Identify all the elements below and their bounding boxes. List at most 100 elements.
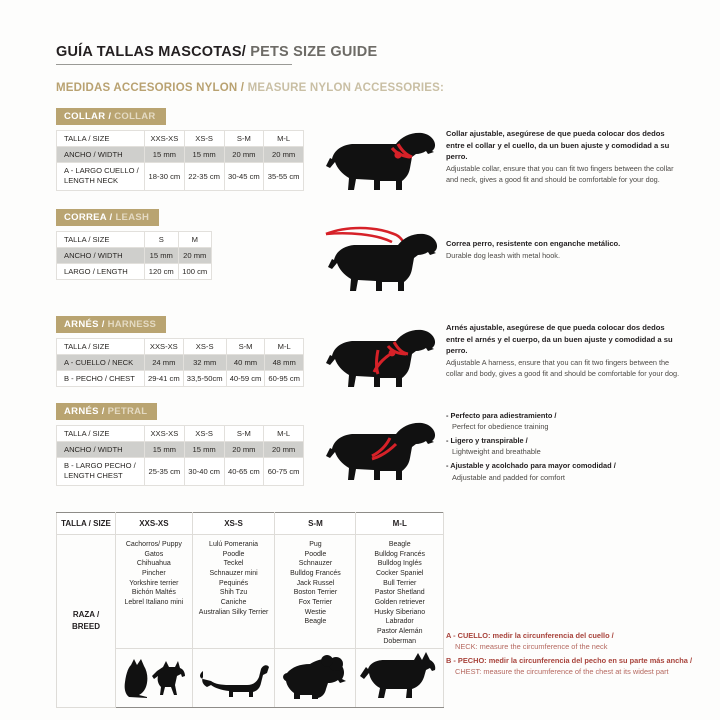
breed-name: Lebrel Italiano mini — [124, 598, 184, 606]
cell-value: 35-55 cm — [263, 162, 304, 191]
note-neck-en: NECK: measure the circumference of the n… — [455, 642, 608, 652]
breed-name: Beagle — [304, 618, 327, 626]
cell-value: 32 mm — [182, 354, 227, 371]
description-leash-en: Durable dog leash with metal hook. — [446, 250, 560, 260]
dachshund-icon — [199, 665, 269, 698]
breed-name: Bulldog Francés — [374, 550, 426, 558]
breed-name: Boston Terrier — [293, 589, 338, 597]
breed-name: Bull Terrier — [383, 579, 417, 587]
table-row: TALLA / SIZE XXS-XS XS-S S-M M-L — [56, 130, 304, 147]
breed-name: Australian Silky Terrier — [198, 608, 269, 616]
cell-value: 40-65 cm — [223, 457, 265, 486]
bullet-es: - Perfecto para adiestramiento / — [446, 411, 557, 420]
cell-value: 33,5-50cm — [182, 370, 227, 387]
breed-size-header: XXS-XS — [115, 512, 193, 535]
bullet-es: - Ajustable y acolchado para mayor comod… — [446, 461, 616, 471]
breed-name: Lulú Pomerania — [209, 541, 259, 548]
description-leash-es: Correa perro, resistente con enganche me… — [446, 239, 621, 248]
cell-value: 15 mm — [183, 441, 225, 458]
cell-label: A - LARGO CUELLO / LENGTH NECK — [56, 162, 145, 191]
page-title: GUÍA TALLAS MASCOTAS/ PETS SIZE GUIDE — [56, 44, 377, 65]
cell-value: 60-75 cm — [263, 457, 304, 486]
cell-value: M-L — [264, 338, 304, 355]
cell-value: XS-S — [183, 425, 225, 442]
breed-size-header: S-M — [274, 512, 357, 535]
cell-value: 30-40 cm — [183, 457, 225, 486]
breed-name: Pincher — [141, 569, 166, 577]
description-collar-es: Collar ajustable, asegúrese de que pueda… — [446, 129, 670, 162]
table-harness: TALLA / SIZE XXS-XS XS-S S-M M-L A - CUE… — [56, 338, 304, 387]
breed-list-xs-s: Lulú Pomerania Poodle Teckel Schnauzer m… — [191, 533, 276, 650]
page-subtitle: MEDIDAS ACCESORIOS NYLON / MEASURE NYLON… — [56, 82, 444, 94]
page-title-en: PETS SIZE GUIDE — [250, 44, 378, 60]
cell-value: 24 mm — [144, 354, 184, 371]
cell-value: 48 mm — [264, 354, 304, 371]
cell-value: 40 mm — [225, 354, 266, 371]
table-petral: TALLA / SIZE XXS-XS XS-S S-M M-L ANCHO /… — [56, 425, 304, 486]
page-subtitle-en: MEASURE NYLON ACCESSORIES: — [247, 82, 445, 94]
dog-with-harness-illustration — [326, 329, 436, 387]
breed-name: Caniche — [220, 598, 247, 606]
bullet-es: - Ligero y transpirable / — [446, 436, 528, 446]
cell-label: TALLA / SIZE — [56, 130, 145, 147]
page-title-es: GUÍA TALLAS MASCOTAS/ — [56, 44, 247, 60]
breed-name: Bulldog Francés — [290, 569, 341, 577]
cell-value: 29-41 cm — [144, 370, 184, 387]
description-leash: Correa perro, resistente con enganche me… — [446, 238, 682, 261]
list-item: - Perfecto para adiestramiento / Perfect… — [446, 410, 686, 432]
description-collar-en: Adjustable collar, ensure that you can f… — [446, 163, 674, 184]
note-chest-es: B - PECHO: medir la circunferencia del p… — [446, 656, 693, 666]
cell-value: M — [177, 231, 212, 248]
cell-value: 15 mm — [183, 146, 225, 163]
table-leash: TALLA / SIZE S M ANCHO / WIDTH 15 mm 20 … — [56, 231, 212, 280]
table-row — [57, 648, 444, 709]
breed-name: Fox Terrier — [298, 598, 333, 606]
breed-table: TALLA / SIZE XXS-XS XS-S S-M M-L RAZA / … — [56, 512, 444, 709]
cell-value: 100 cm — [177, 263, 212, 280]
list-item: - Ajustable y acolchado para mayor comod… — [446, 460, 686, 482]
cell-value: 15 mm — [144, 441, 185, 458]
cell-value: XXS-XS — [144, 130, 185, 147]
breed-name: Poodle — [222, 550, 245, 558]
breed-name: Doberman — [383, 637, 417, 645]
breed-list-m-l: Beagle Bulldog Francés Bulldog Inglés Co… — [355, 533, 444, 650]
section-tag-collar-es: COLLAR / — [64, 111, 112, 122]
cell-value: 20 mm — [177, 247, 212, 264]
cell-value: 40-59 cm — [225, 370, 266, 387]
dog-with-petral-illustration — [326, 422, 436, 480]
measurement-notes: A - CUELLO: medir la circunferencia del … — [446, 630, 696, 680]
cell-label: B - LARGO PECHO / LENGTH CHEST — [56, 457, 145, 486]
breed-name: Bichón Maltés — [131, 589, 176, 597]
breed-name: Labrador — [385, 618, 414, 626]
doberman-icon — [359, 652, 435, 699]
cell-value: 120 cm — [144, 263, 179, 280]
breed-size-header: XS-S — [191, 512, 276, 535]
cell-value: 25-35 cm — [144, 457, 185, 486]
table-row: LARGO / LENGTH 120 cm 100 cm — [56, 263, 212, 280]
note-chest: B - PECHO: medir la circunferencia del p… — [446, 655, 696, 677]
bullet-en: Adjustable and padded for comfort — [452, 472, 565, 482]
list-item: - Ligero y transpirable / Lightweight an… — [446, 435, 686, 457]
table-row: B - PECHO / CHEST 29-41 cm 33,5-50cm 40-… — [56, 370, 304, 387]
cell-value: 20 mm — [223, 146, 265, 163]
cell-value: M-L — [263, 130, 304, 147]
cell-label: TALLA / SIZE — [56, 425, 145, 442]
breed-name: Schnauzer — [298, 560, 333, 568]
table-row: ANCHO / WIDTH 15 mm 15 mm 20 mm 20 mm — [56, 441, 304, 458]
breed-name: Bulldog Inglés — [377, 560, 422, 568]
section-tag-petral-en: PETRAL — [107, 406, 148, 417]
breed-name: Teckel — [223, 560, 244, 568]
cell-label: A - CUELLO / NECK — [56, 354, 145, 371]
breed-name: Cocker Spaniel — [375, 569, 424, 577]
section-tag-harness-en: HARNESS — [107, 319, 157, 330]
cell-value: XXS-XS — [144, 338, 184, 355]
table-row: A - CUELLO / NECK 24 mm 32 mm 40 mm 48 m… — [56, 354, 304, 371]
cell-label: ANCHO / WIDTH — [56, 441, 145, 458]
table-row: A - LARGO CUELLO / LENGTH NECK 18-30 cm … — [56, 162, 304, 191]
breed-name: Pug — [309, 541, 322, 548]
cell-value: M-L — [263, 425, 304, 442]
breed-illustration-cell — [191, 648, 276, 709]
cell-value: XXS-XS — [144, 425, 185, 442]
section-tag-leash: CORREA / LEASH — [56, 209, 160, 226]
section-tag-harness: ARNÉS / HARNESS — [56, 316, 167, 333]
